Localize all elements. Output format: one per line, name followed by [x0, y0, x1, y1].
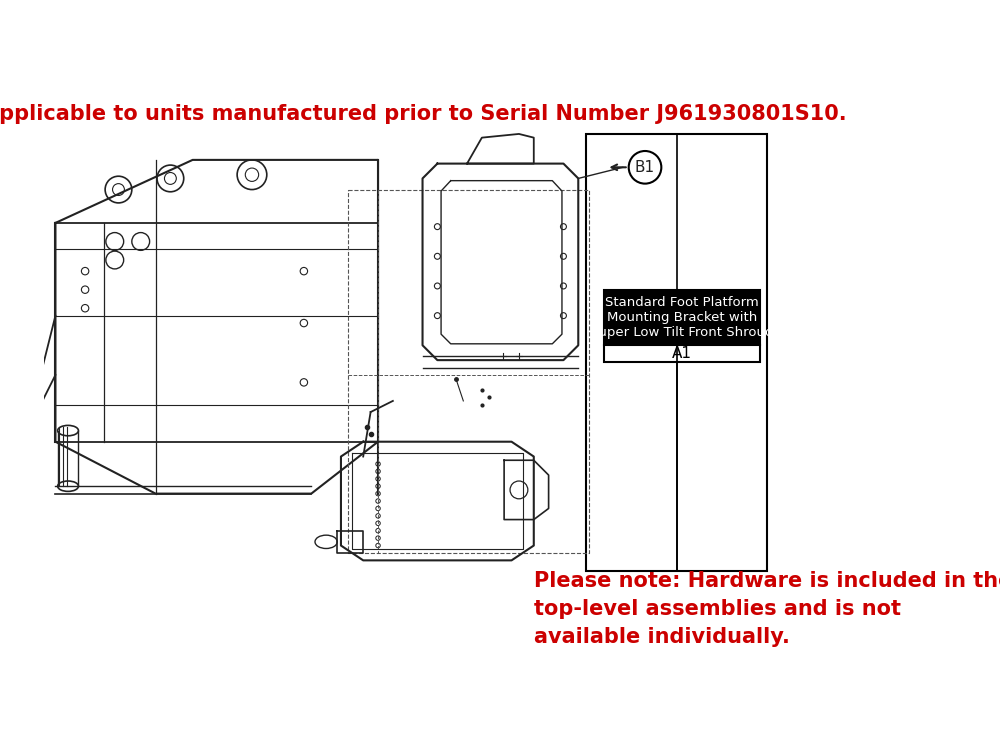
- Text: B1: B1: [635, 160, 655, 175]
- Bar: [604, 290, 760, 345]
- Bar: [586, 134, 767, 571]
- Bar: [604, 345, 760, 362]
- Text: A1: A1: [672, 346, 692, 361]
- Text: Please note: Hardware is included in the
top-level assemblies and is not
availab: Please note: Hardware is included in the…: [534, 571, 1000, 647]
- Text: Applicable to units manufactured prior to Serial Number J961930801S10.: Applicable to units manufactured prior t…: [0, 104, 847, 124]
- Text: Standard Foot Platform
Mounting Bracket with
Super Low Tilt Front Shroud: Standard Foot Platform Mounting Bracket …: [590, 296, 774, 339]
